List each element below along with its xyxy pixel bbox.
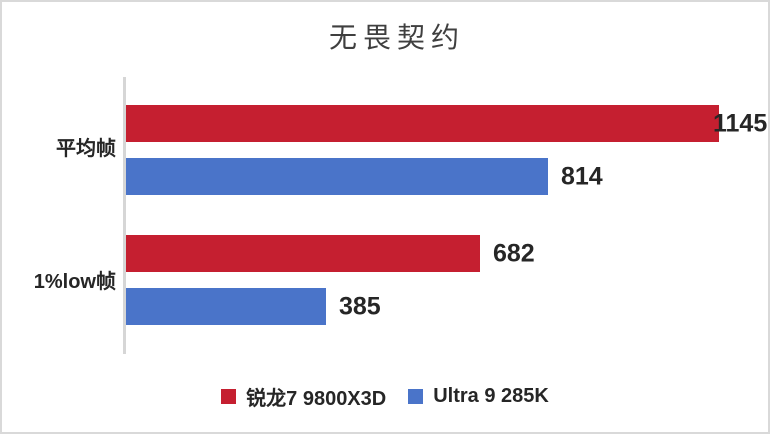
chart-title: 无畏契约 <box>328 23 465 54</box>
bar-row: 1145 <box>126 105 767 142</box>
category-label-1percent-low-fps: 1%low帧 <box>33 271 116 293</box>
category-label-average-fps: 平均帧 <box>56 138 116 160</box>
bar-ultra-1percent-low <box>126 288 326 325</box>
legend-item-ryzen: 锐龙7 9800X3D <box>221 382 386 411</box>
value-label-ultra-average: 814 <box>561 162 603 190</box>
value-label-ultra-1percent-low: 385 <box>339 292 381 320</box>
y-axis-line <box>123 77 126 354</box>
legend-swatch-ryzen <box>221 389 237 404</box>
bar-row: 682 <box>126 235 748 272</box>
legend-label-ultra: Ultra 9 285K <box>433 385 549 407</box>
plot-area: 1145 814 682 385 <box>126 77 767 354</box>
category-axis: 平均帧 1%low帧 <box>2 77 116 354</box>
bar-ryzen-1percent-low <box>126 235 480 272</box>
legend-swatch-ultra <box>408 389 424 404</box>
bar-row: 385 <box>126 288 748 325</box>
legend: 锐龙7 9800X3D Ultra 9 285K <box>2 382 768 411</box>
bar-ultra-average-fps <box>126 158 548 195</box>
bar-ryzen-average-fps <box>126 105 719 142</box>
value-label-ryzen-average: 1145 <box>713 109 768 137</box>
legend-label-ryzen: 锐龙7 9800X3D <box>246 388 387 410</box>
legend-item-ultra: Ultra 9 285K <box>408 385 549 408</box>
bar-row: 814 <box>126 158 748 195</box>
value-label-ryzen-1percent-low: 682 <box>493 239 535 267</box>
